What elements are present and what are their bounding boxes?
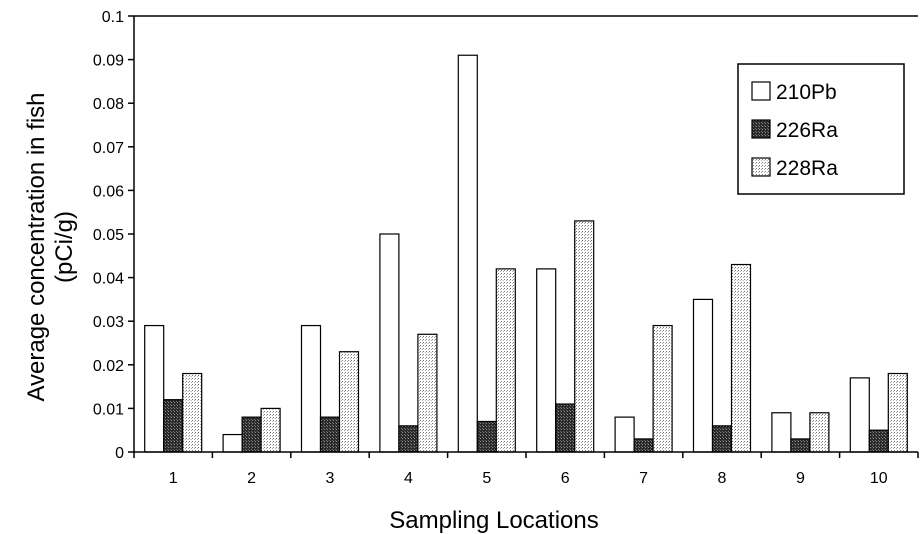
bar-ra226 [555,403,576,453]
legend-label-ra228: 228Ra [776,157,838,180]
bar-pb210 [771,412,792,453]
bar-pb210 [222,433,243,453]
bar-ra228 [574,220,595,453]
y-tick-label: 0.05 [93,227,124,244]
y-axis-ticks: 0 0.01 0.02 0.03 0.04 0.05 0.06 0.07 0.08 0.09 0.1 [93,9,134,462]
legend-swatch-ra228 [751,157,771,177]
bar-ra228 [182,372,203,453]
legend-label-pb210: 210Pb [776,81,837,104]
x-tick-label: 9 [796,470,805,487]
bar-ra226 [163,399,184,453]
legend-swatch-pb210 [751,81,771,101]
bar-pb210 [692,298,714,453]
x-axis-title: Sampling Locations [389,507,598,534]
y-tick-label: 0.08 [93,96,124,113]
y-tick-label: 0.02 [93,358,124,375]
bar-pb210 [300,324,322,453]
bar-ra226 [633,438,654,453]
y-tick-label: 0 [115,445,124,462]
y-tick-label: 0.03 [93,314,124,331]
bar-ra226 [241,416,262,453]
x-tick-label: 6 [561,470,570,487]
bar-ra228 [495,268,516,453]
y-tick-label: 0.01 [93,401,124,418]
bar-ra228 [887,372,908,453]
bar-pb210 [849,377,870,453]
bar-pb210 [614,416,635,453]
bar-ra226 [868,429,889,453]
x-tick-label: 3 [326,470,335,487]
y-tick-label: 0.04 [93,271,124,288]
y-tick-label: 0.09 [93,53,124,70]
y-tick-label: 0.06 [93,183,124,200]
x-axis-ticks: 1 2 3 4 5 6 7 8 9 10 [133,452,919,487]
bar-ra228 [417,333,438,453]
bar-pb210 [144,324,165,453]
bar-ra228 [730,263,752,453]
bars [144,54,908,453]
legend-swatch-ra226 [751,119,771,139]
y-axis-title-line2: (pCi/g) [51,211,78,283]
legend-label-ra226: 226Ra [776,119,838,142]
bar-pb210 [536,268,557,453]
y-tick-label: 0.1 [102,9,124,26]
legend: 210Pb 226Ra 228Ra [737,63,905,195]
x-tick-label: 7 [639,470,648,487]
bar-ra228 [338,351,360,453]
x-tick-label: 8 [718,470,727,487]
bar-ra226 [398,425,419,453]
bar-ra228 [260,407,281,453]
bar-ra226 [476,420,497,453]
bar-pb210 [379,233,400,453]
bar-ra226 [790,438,811,453]
bar-ra226 [711,425,733,453]
y-axis-title-line1: Average concentration in fish [23,92,50,401]
y-tick-label: 0.07 [93,140,124,157]
bar-ra228 [809,412,830,453]
x-tick-label: 10 [870,470,888,487]
x-tick-label: 1 [169,470,178,487]
x-tick-label: 2 [247,470,256,487]
x-tick-label: 4 [404,470,413,487]
bar-ra228 [652,324,673,453]
x-tick-label: 5 [482,470,491,487]
bar-pb210 [457,54,478,453]
bar-ra226 [319,416,341,453]
